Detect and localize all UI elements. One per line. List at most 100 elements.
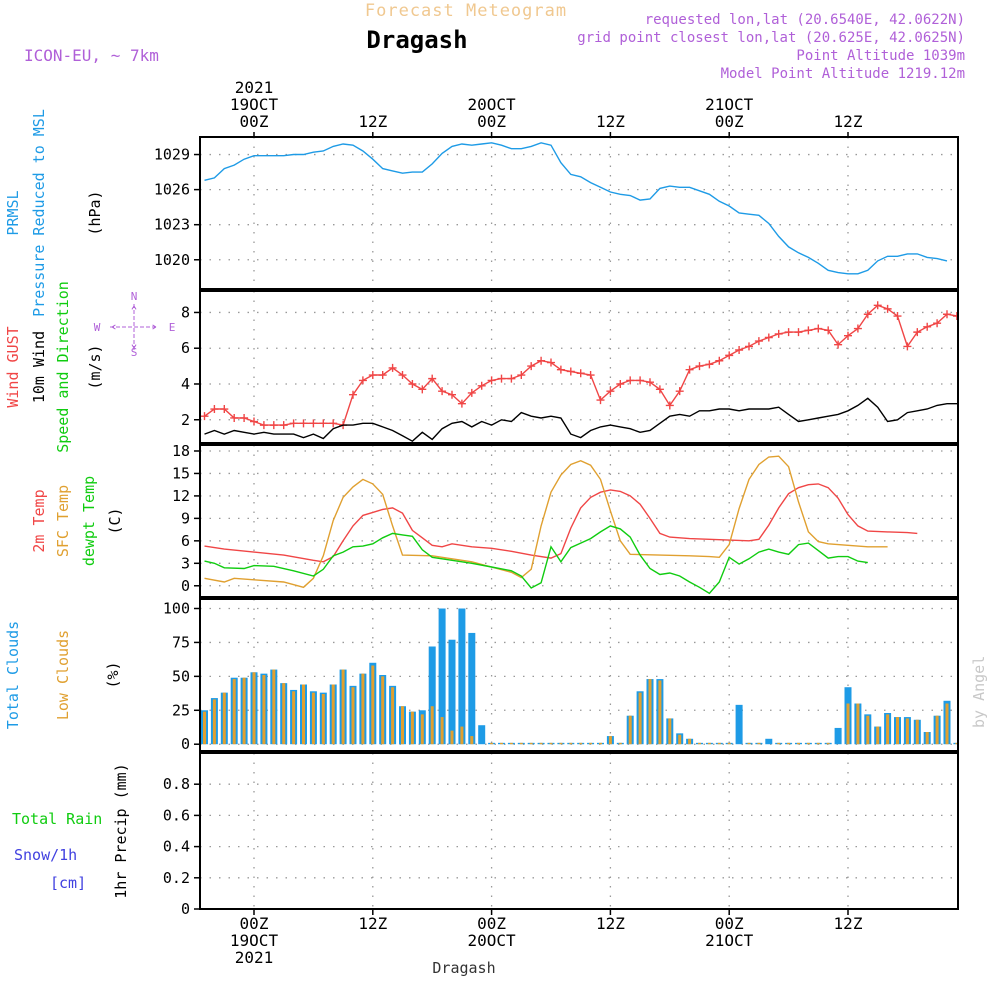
- low-cloud-bar: [381, 676, 385, 745]
- axis-label-temperature: SFC Temp: [54, 485, 72, 557]
- low-cloud-bar: [797, 742, 800, 745]
- low-cloud-bar: [747, 742, 751, 745]
- compass-e: E: [169, 321, 176, 334]
- gust-point: [210, 405, 219, 414]
- time-label: 2021: [235, 78, 274, 97]
- y-tick-label: 100: [163, 600, 190, 618]
- low-cloud-bar: [589, 742, 593, 745]
- total-cloud-bar: [735, 704, 743, 745]
- low-cloud-bar: [292, 691, 296, 745]
- low-cloud-bar: [658, 680, 662, 745]
- low-cloud-bar: [420, 714, 424, 745]
- low-cloud-bar: [430, 706, 434, 745]
- low-cloud-bar: [757, 742, 761, 745]
- gust-point: [299, 419, 308, 428]
- low-cloud-bar: [569, 742, 573, 745]
- gust-point: [814, 324, 823, 333]
- gust-point: [477, 381, 486, 390]
- panel-frame: [199, 290, 959, 444]
- gust-point: [556, 365, 565, 374]
- low-cloud-bar: [311, 692, 315, 745]
- low-cloud-bar: [608, 736, 612, 745]
- gust-point: [794, 328, 803, 337]
- y-tick-label: 25: [172, 701, 190, 719]
- gust-point: [646, 378, 654, 387]
- compass-s: S: [131, 346, 138, 359]
- low-cloud-bar: [222, 692, 226, 745]
- gust-point: [725, 351, 734, 360]
- gust-point: [774, 329, 783, 338]
- gust-point: [408, 379, 417, 388]
- axis-unit-wind: (m/s): [86, 344, 104, 389]
- y-tick-label: 9: [181, 509, 190, 527]
- gust-point: [507, 374, 516, 383]
- meteogram-title: Forecast Meteogram: [365, 1, 567, 21]
- gust-point: [368, 371, 377, 380]
- gust-point: [497, 374, 506, 383]
- gust-point: [438, 387, 447, 396]
- low-cloud-bar: [945, 703, 949, 745]
- low-cloud-bar: [787, 742, 791, 745]
- axis-unit-temperature: (C): [106, 507, 124, 534]
- low-cloud-bar: [242, 677, 246, 745]
- total-cloud-bar: [428, 646, 436, 745]
- gust-point: [853, 324, 862, 333]
- low-cloud-bar: [460, 726, 464, 745]
- time-label: 00Z: [477, 914, 506, 933]
- compass-arrows: [110, 304, 158, 350]
- gust-point: [586, 371, 595, 380]
- gust-point: [626, 376, 635, 385]
- gust-point: [527, 362, 536, 371]
- gust-point: [655, 385, 664, 394]
- low-cloud-bar: [628, 715, 632, 745]
- gust-point: [250, 417, 258, 426]
- low-cloud-bar: [490, 742, 494, 745]
- y-tick-label: 50: [172, 667, 190, 685]
- low-cloud-bar: [549, 742, 553, 745]
- low-cloud-bar: [955, 742, 958, 745]
- compass-n: N: [131, 290, 138, 303]
- footer-location: Dragash: [432, 959, 495, 977]
- gust-point: [705, 360, 714, 369]
- time-label: 20OCT: [468, 931, 517, 950]
- panel-clouds: 0 25 50 75 100 Total Clouds Low Clouds (%): [4, 598, 980, 753]
- compass-w: W: [94, 321, 101, 334]
- low-cloud-bar: [915, 719, 919, 745]
- total-cloud-bar: [834, 727, 842, 745]
- low-cloud-bar: [440, 717, 444, 745]
- series-line-wind: [204, 397, 958, 443]
- time-label: 12Z: [596, 112, 625, 131]
- gust-point: [675, 387, 684, 396]
- location-title: Dragash: [366, 26, 467, 54]
- total-cloud-bar: [973, 743, 980, 744]
- gust-point: [349, 390, 357, 399]
- gust-point: [566, 367, 575, 376]
- y-tick-label: 0: [181, 577, 190, 595]
- y-tick-label: 0.4: [163, 838, 190, 856]
- low-cloud-bar: [262, 675, 266, 745]
- total-cloud-bar: [468, 632, 476, 745]
- gust-point: [834, 340, 843, 349]
- low-cloud-bar: [866, 715, 870, 745]
- axis-label-pressure: PRMSL: [4, 190, 22, 235]
- low-cloud-bar: [391, 687, 395, 745]
- low-cloud-bar: [410, 711, 414, 745]
- panels: 1020 1023 1026 1029 PRMSL Pressure Reduced to…: [4, 109, 980, 918]
- time-label: 00Z: [240, 112, 269, 131]
- low-cloud-bar: [925, 732, 929, 745]
- legend-snow: Snow/1h: [14, 846, 77, 864]
- gust-point: [517, 371, 526, 380]
- panel-frame: [199, 598, 959, 752]
- gust-point: [547, 358, 555, 367]
- low-cloud-bar: [212, 699, 216, 745]
- low-cloud-bar: [826, 742, 830, 745]
- compass-rose: N S W E: [94, 290, 176, 359]
- low-cloud-bar: [232, 679, 236, 745]
- time-label: 00Z: [715, 112, 744, 131]
- gust-point: [883, 304, 892, 313]
- low-cloud-bar: [331, 684, 335, 745]
- total-cloud-bar: [438, 608, 446, 745]
- low-cloud-bar: [302, 684, 305, 745]
- gust-point: [963, 314, 971, 322]
- low-cloud-bar: [717, 742, 721, 745]
